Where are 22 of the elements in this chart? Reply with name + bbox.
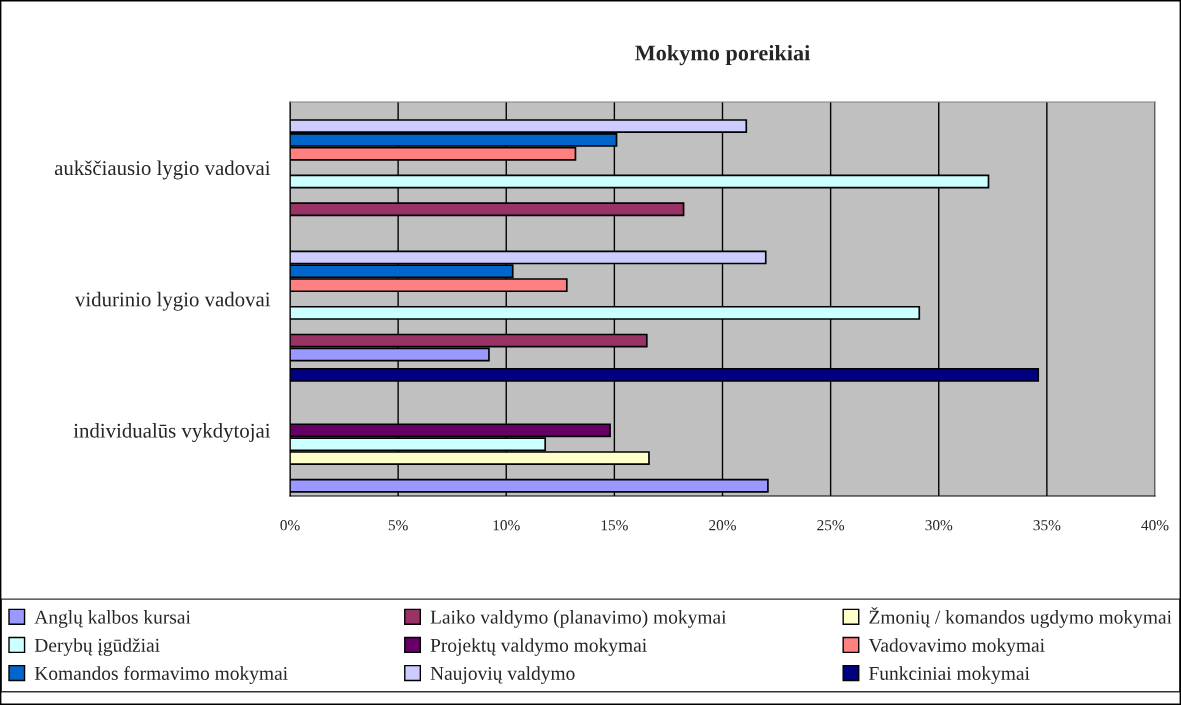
legend-label: Projektų valdymo mokymai [430,638,647,656]
legend-label: Anglų kalbos kursai [34,610,191,628]
x-tick-label: 30% [925,520,953,531]
legend-label: Komandos formavimo mokymai [34,666,288,684]
y-tick-label: aukščiausio lygio vadovai [54,160,271,180]
x-tick-label: 25% [817,520,845,531]
x-tick-label: 15% [601,520,628,531]
x-tick-label: 5% [388,520,408,531]
chart-title: Mokymo poreikiai [635,44,810,66]
x-tick-label: 35% [1033,520,1061,531]
legend-label: Derybų įgūdžiai [34,638,160,656]
x-tick-label: 10% [493,520,520,531]
x-tick-label: 0% [280,520,300,531]
x-tick-label: 20% [709,520,736,531]
y-tick-label: vidurinio lygio vadovai [74,291,271,311]
legend-label: Naujovių valdymo [430,666,575,684]
x-tick-label: 40% [1141,520,1169,531]
legend-label: Laiko valdymo (planavimo) mokymai [430,610,727,628]
legend-label: Funkciniai mokymai [869,666,1030,684]
legend-label: Žmonių / komandos ugdymo mokymai [869,606,1172,628]
y-tick-label: individualūs vykdytojai [73,423,271,443]
legend-label: Vadovavimo mokymai [868,638,1045,656]
